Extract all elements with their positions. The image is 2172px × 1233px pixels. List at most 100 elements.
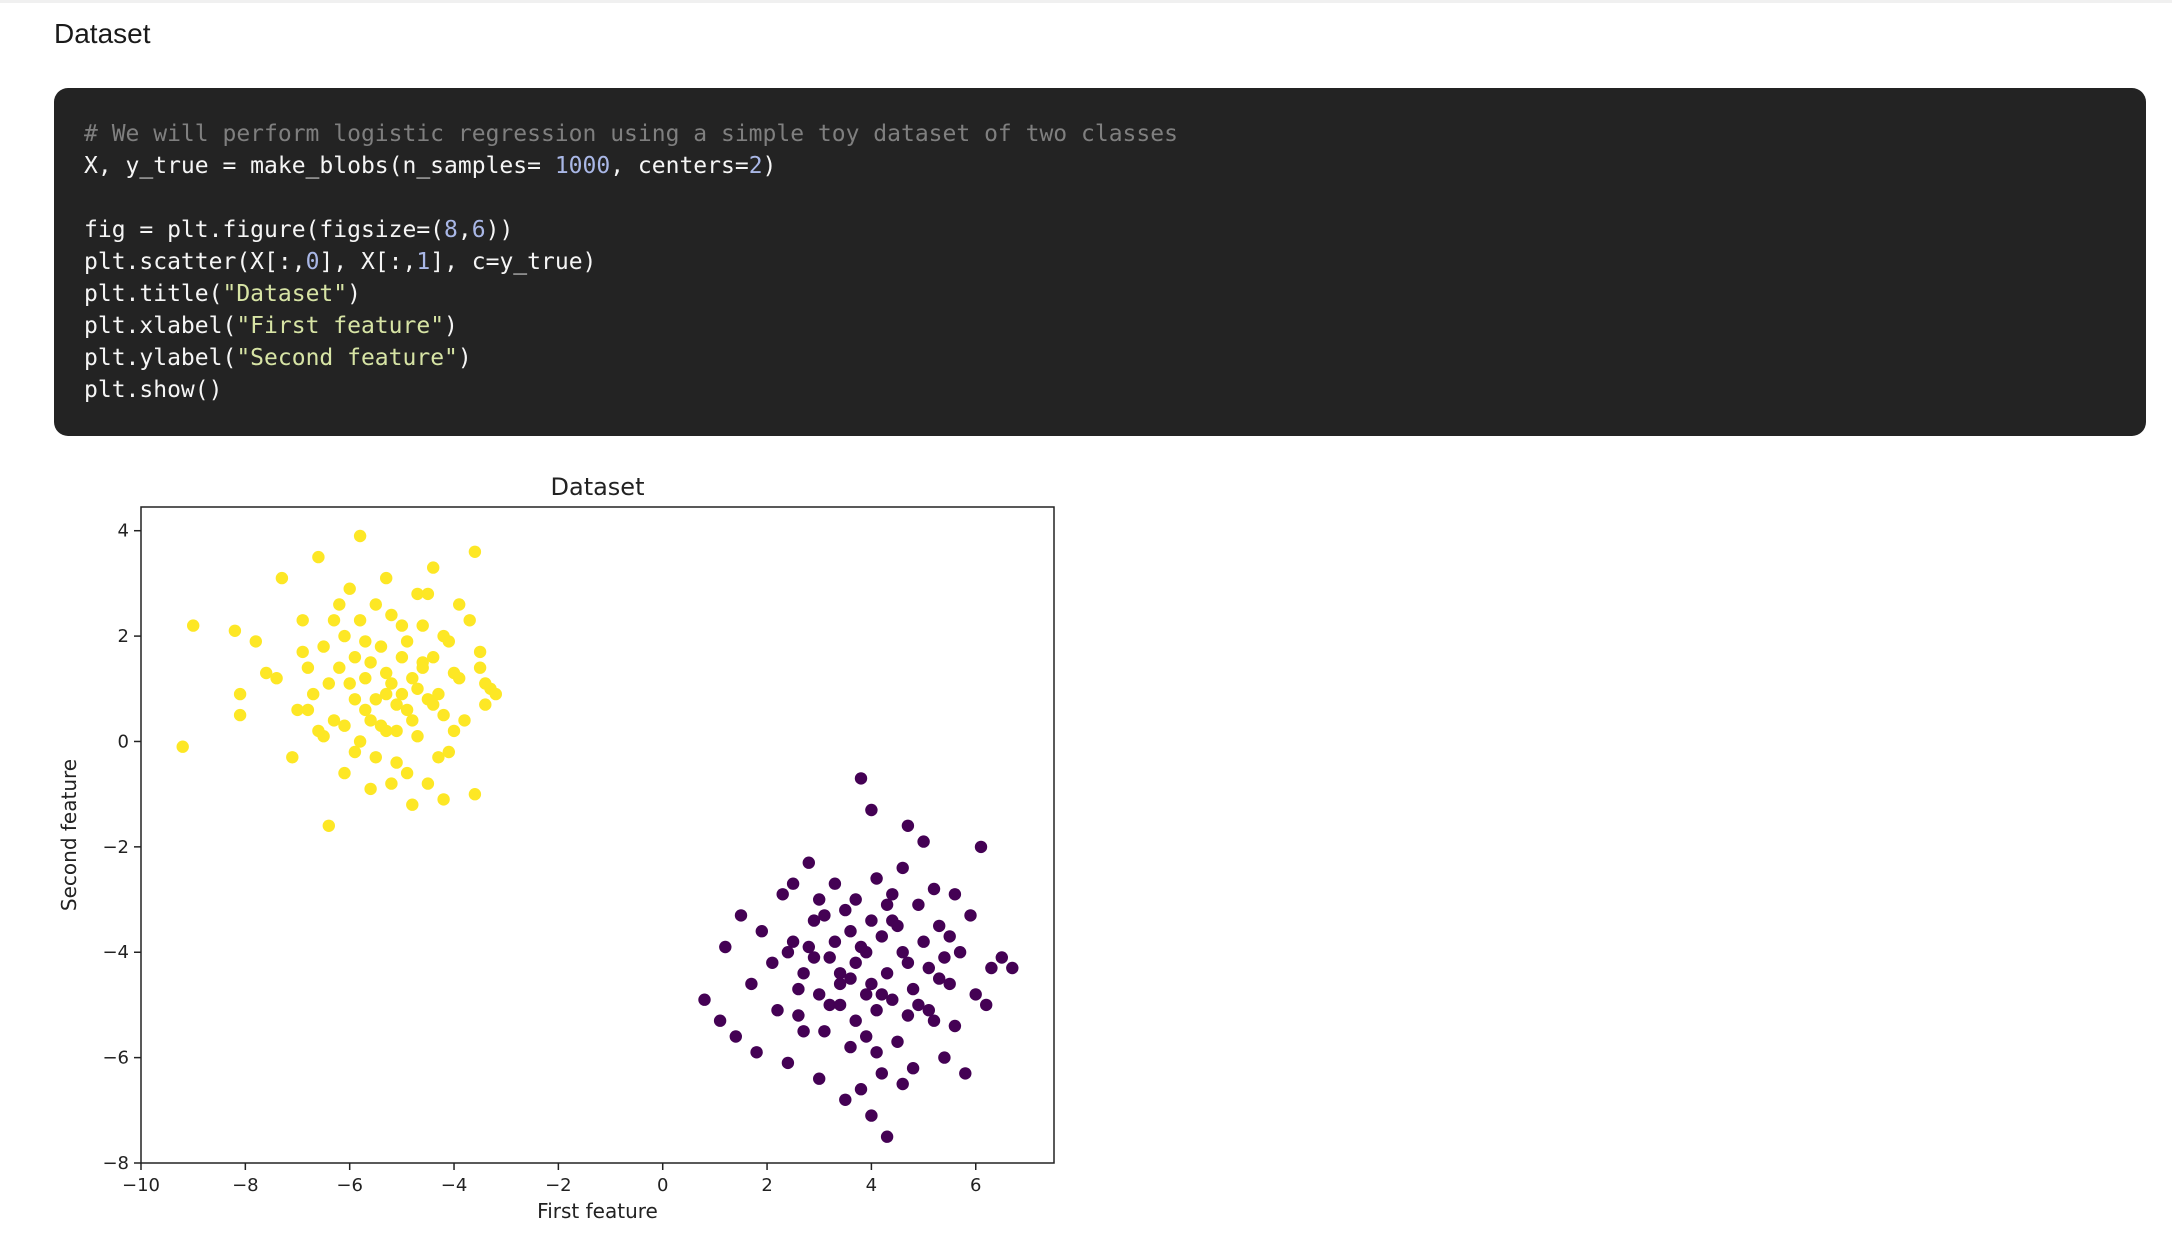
scatter-point-class-0	[933, 919, 946, 933]
scatter-point-class-0	[886, 993, 899, 1006]
scatter-point-class-1	[395, 687, 409, 701]
scatter-point-class-0	[755, 925, 768, 938]
code-block[interactable]: # We will perform logistic regression us…	[54, 88, 2146, 436]
code-line: plt.ylabel("Second feature")	[84, 342, 2116, 374]
scatter-point-class-1	[463, 614, 476, 627]
scatter-point-class-0	[828, 935, 842, 948]
scatter-point-class-0	[969, 988, 982, 1001]
scatter-point-class-0	[880, 967, 894, 980]
scatter-point-class-0	[766, 956, 779, 969]
scatter-point-class-1	[317, 640, 330, 653]
scatter-point-class-0	[891, 1035, 904, 1048]
scatter-point-class-0	[792, 1009, 805, 1022]
scatter-point-class-0	[870, 1046, 883, 1059]
y-axis-label: Second feature	[57, 759, 81, 911]
scatter-point-class-1	[390, 698, 403, 711]
code-token-plain: plt.scatter(X[:,	[84, 249, 306, 275]
code-token-plain: ))	[485, 217, 514, 243]
scatter-chart: Dataset First feature Second feature −10…	[57, 473, 1055, 1223]
code-token-plain: plt.show()	[84, 377, 223, 403]
scatter-point-class-1	[453, 672, 466, 685]
scatter-point-class-0	[776, 888, 789, 901]
scatter-point-class-0	[781, 1056, 795, 1070]
section-title: Dataset	[54, 18, 151, 49]
scatter-point-class-1	[359, 635, 372, 648]
scatter-point-class-0	[880, 898, 894, 911]
scatter-point-class-1	[338, 766, 351, 780]
scatter-point-class-0	[849, 956, 862, 969]
code-line: plt.show()	[84, 374, 2116, 406]
scatter-point-class-1	[176, 740, 189, 753]
x-tick-label: 4	[866, 1175, 877, 1196]
scatter-point-class-1	[416, 619, 429, 632]
scatter-point-class-1	[353, 735, 367, 748]
scatter-point-class-1	[380, 666, 393, 680]
x-axis-label: First feature	[537, 1199, 658, 1223]
scatter-point-class-0	[865, 977, 878, 991]
x-tick-label: 2	[761, 1175, 772, 1196]
scatter-point-class-1	[385, 608, 398, 622]
scatter-point-class-1	[364, 782, 377, 796]
scatter-point-class-0	[823, 951, 836, 964]
code-token-plain: plt.ylabel(	[84, 345, 237, 371]
scatter-point-class-0	[844, 1040, 857, 1054]
scatter-point-class-0	[1006, 961, 1019, 975]
scatter-point-class-0	[906, 1062, 920, 1075]
scatter-point-class-0	[734, 909, 748, 922]
scatter-point-class-1	[473, 645, 487, 659]
scatter-point-class-0	[938, 951, 951, 964]
scatter-point-class-1	[411, 682, 424, 695]
scatter-point-class-1	[406, 672, 419, 685]
scatter-point-class-0	[896, 1077, 909, 1091]
code-line: plt.xlabel("First feature")	[84, 310, 2116, 342]
scatter-point-class-0	[875, 988, 888, 1001]
scatter-point-class-0	[839, 1093, 852, 1106]
code-line: fig = plt.figure(figsize=(8,6))	[84, 214, 2116, 246]
scatter-point-class-0	[922, 961, 935, 975]
scatter-point-class-1	[447, 724, 461, 738]
scatter-point-class-1	[364, 714, 377, 727]
scatter-point-class-0	[750, 1046, 763, 1059]
scatter-point-class-0	[886, 888, 899, 901]
code-token-plain: fig = plt.figure(figsize=(	[84, 217, 445, 243]
scatter-point-class-1	[291, 703, 304, 717]
scatter-point-class-0	[813, 988, 826, 1001]
scatter-point-class-1	[301, 661, 315, 674]
chart-container: Dataset First feature Second feature −10…	[54, 462, 1094, 1228]
scatter-point-class-1	[301, 703, 315, 717]
scatter-point-class-1	[233, 708, 247, 722]
scatter-point-class-1	[233, 687, 247, 701]
scatter-point-class-1	[348, 745, 362, 759]
scatter-point-class-0	[901, 956, 915, 969]
scatter-point-class-0	[865, 1109, 878, 1122]
scatter-point-class-0	[745, 977, 758, 991]
y-tick-label: −6	[102, 1048, 129, 1069]
scatter-point-class-1	[421, 587, 435, 601]
scatter-point-class-1	[187, 619, 200, 632]
x-tick-label: 6	[970, 1175, 981, 1196]
scatter-point-class-0	[844, 972, 857, 985]
scatter-point-class-0	[860, 1030, 873, 1043]
scatter-point-class-1	[390, 724, 403, 738]
scatter-point-class-1	[374, 640, 388, 653]
scatter-point-class-1	[479, 677, 492, 690]
scatter-point-class-0	[839, 903, 852, 917]
scatter-point-class-0	[854, 772, 868, 785]
scatter-point-class-1	[338, 719, 351, 732]
scatter-point-class-0	[813, 893, 826, 906]
scatter-point-class-1	[327, 714, 341, 727]
scatter-point-class-0	[865, 914, 878, 927]
scatter-point-class-0	[943, 977, 956, 991]
scatter-point-class-1	[343, 677, 356, 690]
scatter-point-class-0	[880, 1130, 894, 1143]
scatter-point-class-1	[307, 687, 320, 701]
scatter-point-class-0	[938, 1051, 951, 1064]
scatter-point-class-0	[828, 877, 842, 890]
scatter-point-class-0	[901, 819, 915, 832]
scatter-point-class-1	[437, 708, 450, 722]
scatter-point-class-0	[818, 1025, 831, 1038]
scatter-point-class-1	[489, 687, 502, 701]
y-tick-label: 4	[118, 521, 129, 542]
scatter-point-class-1	[395, 651, 409, 664]
code-token-str: "Dataset"	[222, 281, 348, 307]
